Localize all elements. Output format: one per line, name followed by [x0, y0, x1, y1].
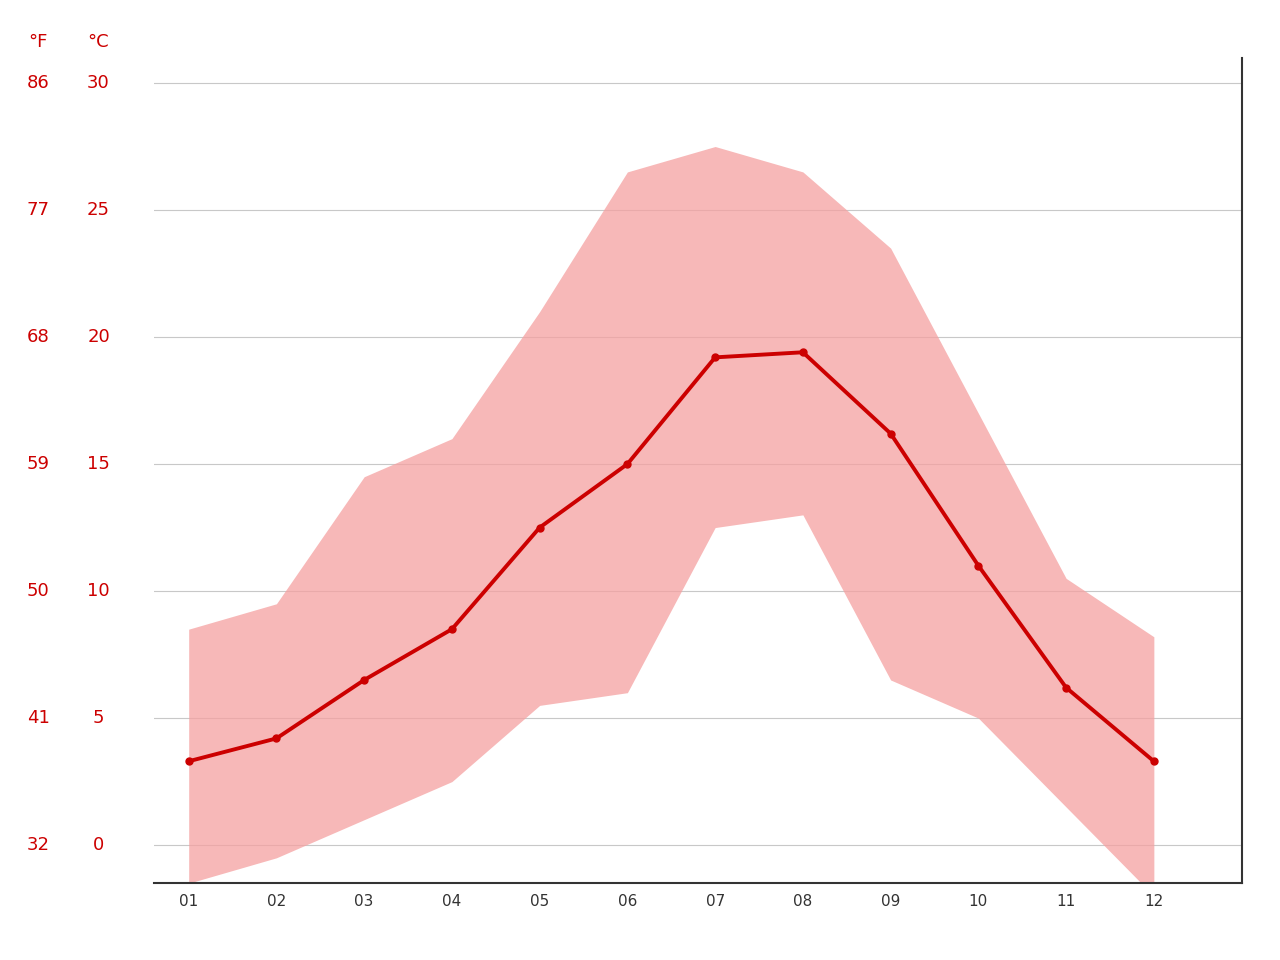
Text: 68: 68 [27, 328, 50, 346]
Text: 20: 20 [87, 328, 110, 346]
Text: 32: 32 [27, 836, 50, 854]
Text: 50: 50 [27, 582, 50, 600]
Text: 59: 59 [27, 455, 50, 473]
Text: 25: 25 [87, 201, 110, 219]
Text: 10: 10 [87, 582, 110, 600]
Text: 5: 5 [93, 709, 104, 727]
Text: 77: 77 [27, 201, 50, 219]
Text: 30: 30 [87, 74, 110, 92]
Text: 0: 0 [93, 836, 104, 854]
Text: °F: °F [28, 34, 49, 51]
Text: °C: °C [88, 34, 109, 51]
Text: 86: 86 [27, 74, 50, 92]
Text: 15: 15 [87, 455, 110, 473]
Text: 41: 41 [27, 709, 50, 727]
